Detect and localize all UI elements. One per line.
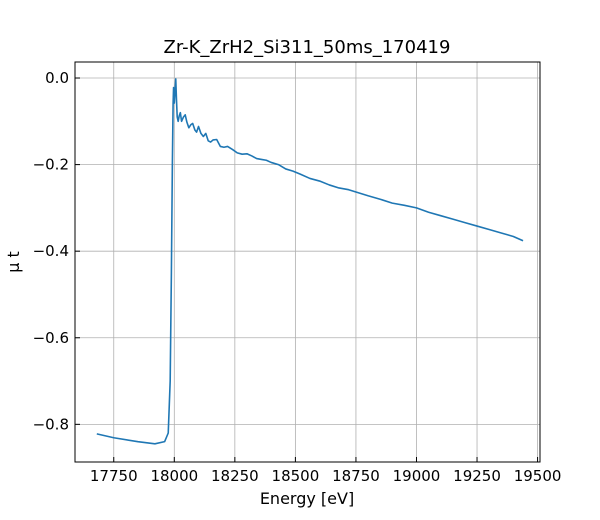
y-tick-label: −0.8 xyxy=(33,415,69,433)
x-tick-label: 18750 xyxy=(332,467,380,485)
x-axis-label: Energy [eV] xyxy=(260,489,354,508)
x-tick-label: 18500 xyxy=(272,467,320,485)
x-tick-label: 19500 xyxy=(514,467,562,485)
chart-title: Zr-K_ZrH2_Si311_50ms_170419 xyxy=(164,37,451,58)
y-tick-label: −0.2 xyxy=(33,156,69,174)
y-tick-label: −0.4 xyxy=(33,242,69,260)
x-tick-label: 17750 xyxy=(90,467,138,485)
series-line xyxy=(96,78,524,445)
x-tick-label: 19250 xyxy=(453,467,501,485)
plot-frame xyxy=(74,61,541,463)
tick-layer: 17750 18000 18250 18500 18750 19000 19250 19500… xyxy=(33,69,562,485)
x-tick-label: 18000 xyxy=(150,467,198,485)
y-tick-label: −0.6 xyxy=(33,329,69,347)
y-axis-label: μ t xyxy=(4,251,23,273)
y-tick-label: 0.0 xyxy=(45,69,69,87)
x-tick-label: 19000 xyxy=(393,467,441,485)
grid-lines xyxy=(75,62,540,462)
x-tick-label: 18250 xyxy=(211,467,259,485)
series-layer xyxy=(96,78,524,445)
